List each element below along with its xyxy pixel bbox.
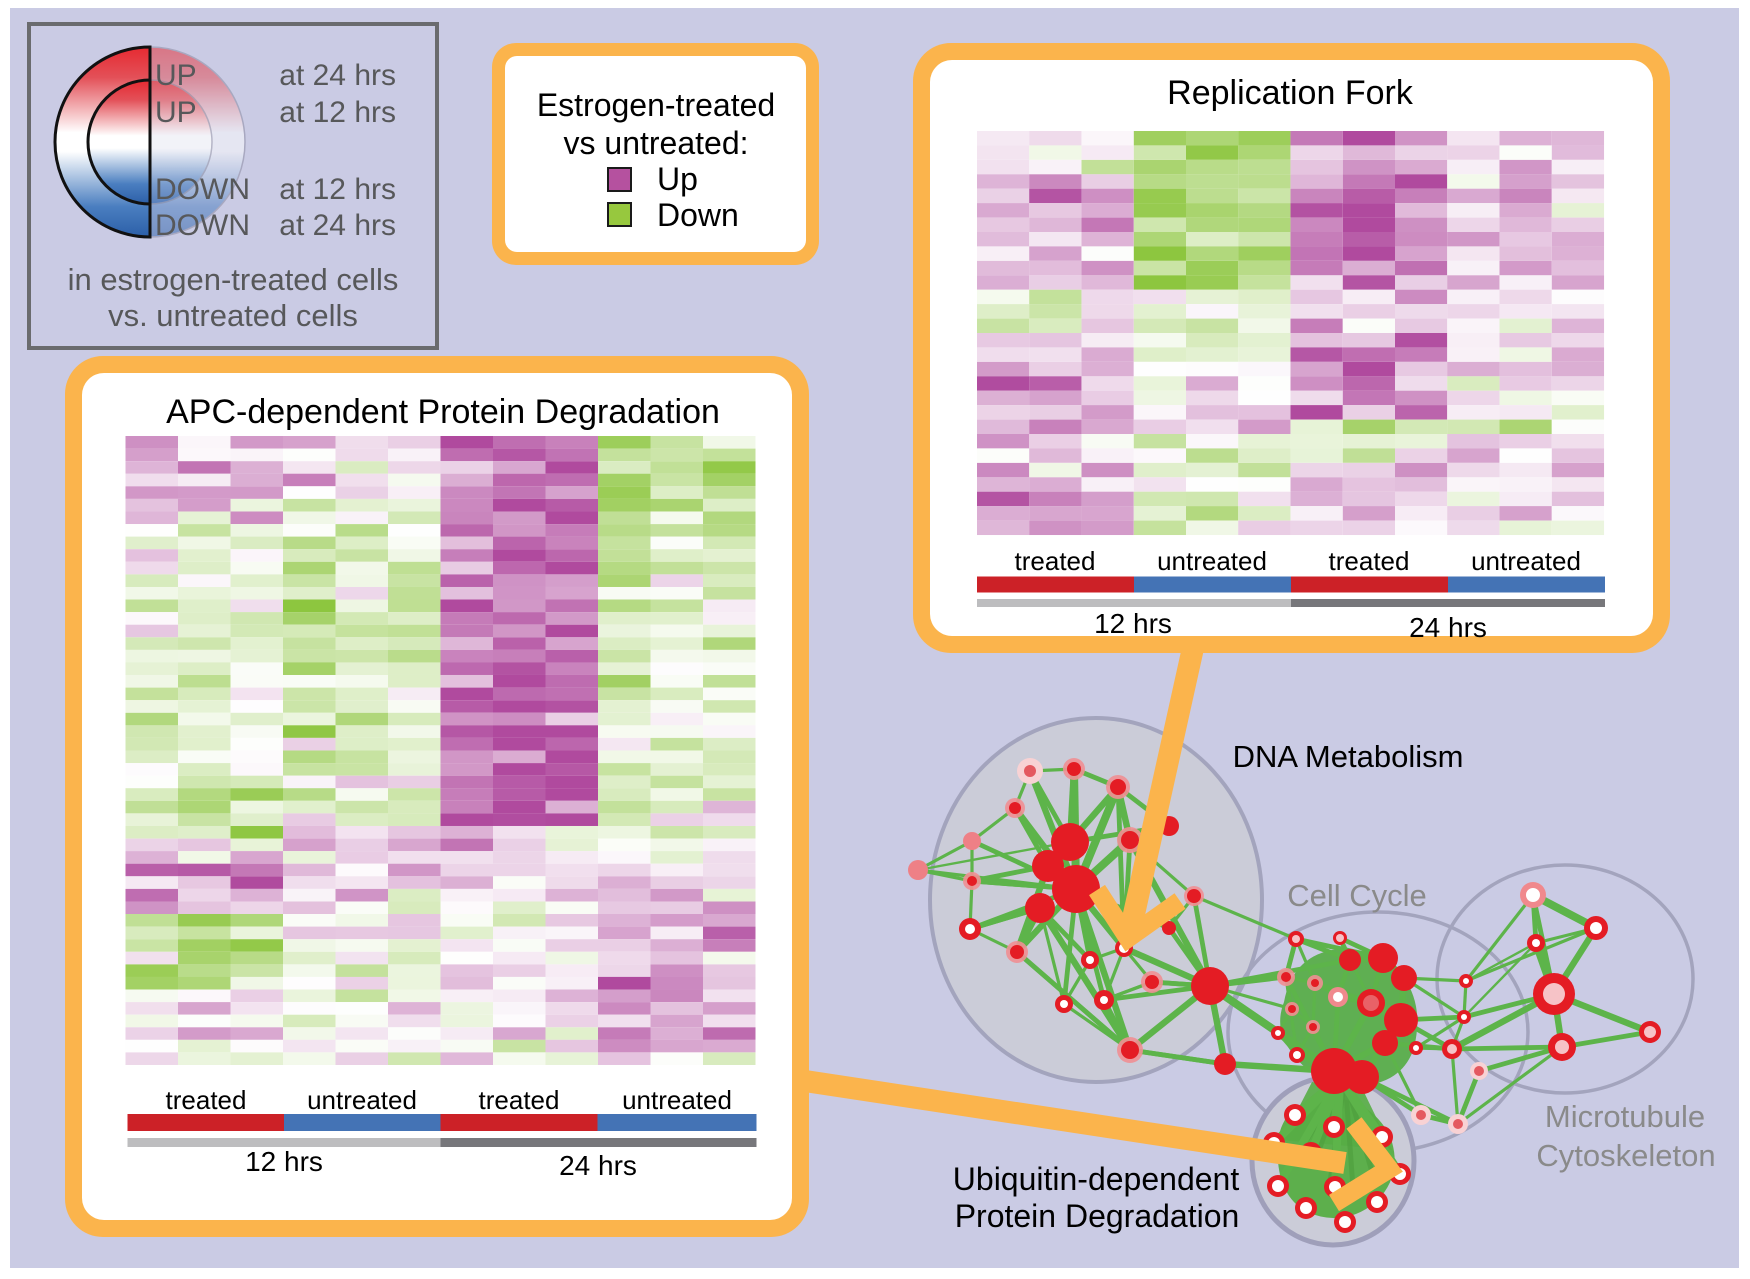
- svg-text:Up: Up: [657, 161, 698, 197]
- svg-text:DOWN: DOWN: [155, 173, 250, 206]
- svg-text:vs. untreated cells: vs. untreated cells: [108, 298, 358, 333]
- svg-text:DNA Metabolism: DNA Metabolism: [1233, 739, 1464, 774]
- svg-text:24 hrs: 24 hrs: [559, 1150, 637, 1181]
- svg-text:vs untreated:: vs untreated:: [564, 125, 749, 161]
- svg-text:24 hrs: 24 hrs: [1409, 612, 1487, 643]
- svg-text:treated: treated: [1329, 546, 1410, 576]
- svg-text:APC-dependent Protein Degradat: APC-dependent Protein Degradation: [166, 393, 720, 431]
- svg-text:12 hrs: 12 hrs: [245, 1146, 323, 1177]
- svg-text:untreated: untreated: [622, 1085, 732, 1115]
- svg-text:Cytoskeleton: Cytoskeleton: [1536, 1138, 1715, 1173]
- svg-text:UP: UP: [155, 59, 197, 92]
- svg-text:untreated: untreated: [1157, 546, 1267, 576]
- svg-text:at 24 hrs: at 24 hrs: [279, 59, 396, 92]
- svg-text:treated: treated: [166, 1085, 247, 1115]
- svg-text:Estrogen-treated: Estrogen-treated: [537, 87, 775, 123]
- svg-text:Replication Fork: Replication Fork: [1167, 74, 1414, 112]
- svg-text:in estrogen-treated cells: in estrogen-treated cells: [68, 262, 399, 297]
- svg-text:Protein Degradation: Protein Degradation: [955, 1198, 1240, 1234]
- svg-text:12 hrs: 12 hrs: [1094, 608, 1172, 639]
- svg-text:Cell Cycle: Cell Cycle: [1287, 878, 1427, 913]
- svg-text:at 12 hrs: at 12 hrs: [279, 96, 396, 129]
- svg-text:untreated: untreated: [1471, 546, 1581, 576]
- svg-text:treated: treated: [1015, 546, 1096, 576]
- svg-text:UP: UP: [155, 96, 197, 129]
- svg-text:DOWN: DOWN: [155, 209, 250, 242]
- svg-text:untreated: untreated: [307, 1085, 417, 1115]
- svg-text:at 12 hrs: at 12 hrs: [279, 173, 396, 206]
- svg-text:Down: Down: [657, 197, 739, 233]
- svg-text:Microtubule: Microtubule: [1545, 1099, 1705, 1134]
- svg-text:treated: treated: [479, 1085, 560, 1115]
- svg-text:Ubiquitin-dependent: Ubiquitin-dependent: [953, 1161, 1240, 1197]
- svg-text:at 24 hrs: at 24 hrs: [279, 209, 396, 242]
